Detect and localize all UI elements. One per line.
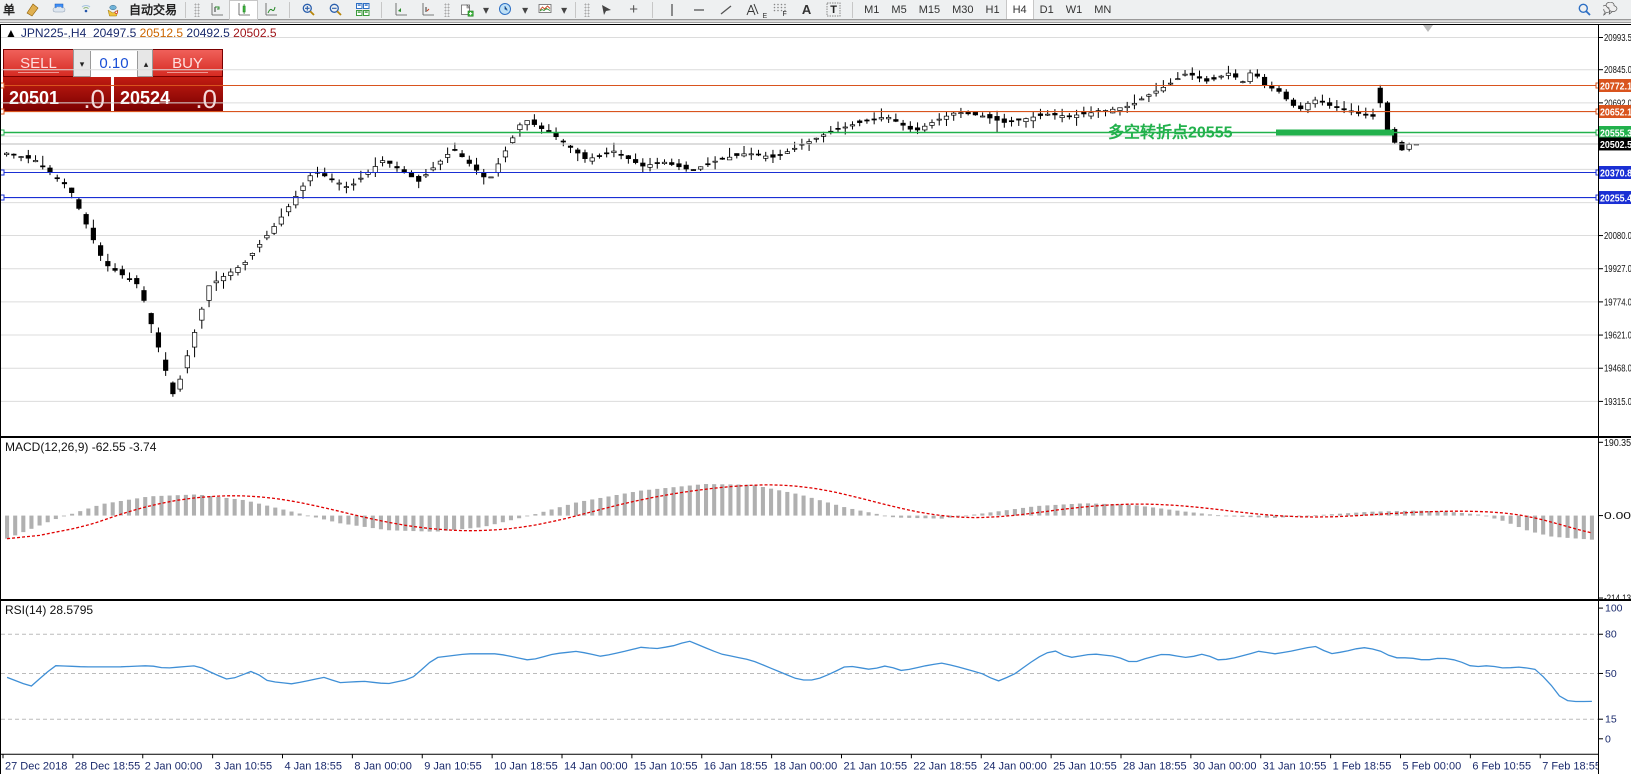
svg-text:2 Jan 00:00: 2 Jan 00:00 <box>145 760 203 772</box>
svg-text:20370.8: 20370.8 <box>1600 169 1631 180</box>
svg-text:RSI(14) 28.5795: RSI(14) 28.5795 <box>5 603 93 617</box>
svg-text:6 Feb 10:55: 6 Feb 10:55 <box>1472 760 1531 772</box>
svg-text:多空转折点20555: 多空转折点20555 <box>1108 123 1233 142</box>
svg-text:30 Jan 00:00: 30 Jan 00:00 <box>1193 760 1257 772</box>
svg-text:19315.0: 19315.0 <box>1604 397 1631 408</box>
svg-text:15 Jan 10:55: 15 Jan 10:55 <box>634 760 698 772</box>
svg-text:19621.0: 19621.0 <box>1604 331 1631 342</box>
svg-text:80: 80 <box>1605 629 1617 641</box>
svg-text:1 Feb 18:55: 1 Feb 18:55 <box>1333 760 1392 772</box>
svg-text:20772.1: 20772.1 <box>1600 81 1631 92</box>
svg-text:9 Jan 10:55: 9 Jan 10:55 <box>424 760 482 772</box>
svg-text:20502.5: 20502.5 <box>1600 140 1631 151</box>
svg-text:7 Feb 18:55: 7 Feb 18:55 <box>1542 760 1598 772</box>
svg-text:10 Jan 18:55: 10 Jan 18:55 <box>494 760 558 772</box>
svg-text:20845.0: 20845.0 <box>1604 65 1631 76</box>
svg-text:19927.0: 19927.0 <box>1604 264 1631 275</box>
svg-text:20080.0: 20080.0 <box>1604 231 1631 242</box>
svg-text:100: 100 <box>1605 603 1623 615</box>
svg-text:19774.0: 19774.0 <box>1604 297 1631 308</box>
svg-text:20652.1: 20652.1 <box>1600 108 1631 119</box>
svg-text:4 Jan 18:55: 4 Jan 18:55 <box>284 760 342 772</box>
svg-text:3 Jan 10:55: 3 Jan 10:55 <box>215 760 273 772</box>
svg-text:20993.5: 20993.5 <box>1604 33 1631 44</box>
svg-text:28 Dec 18:55: 28 Dec 18:55 <box>75 760 140 772</box>
svg-text:0.00: 0.00 <box>1604 511 1631 522</box>
svg-text:25 Jan 10:55: 25 Jan 10:55 <box>1053 760 1117 772</box>
svg-text:50: 50 <box>1605 668 1617 680</box>
svg-text:22 Jan 18:55: 22 Jan 18:55 <box>913 760 977 772</box>
svg-text:20255.4: 20255.4 <box>1600 194 1631 205</box>
svg-text:0: 0 <box>1605 733 1611 745</box>
svg-text:18 Jan 00:00: 18 Jan 00:00 <box>774 760 838 772</box>
svg-text:5 Feb 00:00: 5 Feb 00:00 <box>1402 760 1461 772</box>
svg-text:15: 15 <box>1605 714 1617 726</box>
svg-text:24 Jan 00:00: 24 Jan 00:00 <box>983 760 1047 772</box>
svg-text:21 Jan 10:55: 21 Jan 10:55 <box>843 760 907 772</box>
svg-text:16 Jan 18:55: 16 Jan 18:55 <box>704 760 768 772</box>
svg-text:MACD(12,26,9) -62.55 -3.74: MACD(12,26,9) -62.55 -3.74 <box>5 440 157 454</box>
svg-text:27 Dec 2018: 27 Dec 2018 <box>5 760 67 772</box>
svg-text:8 Jan 00:00: 8 Jan 00:00 <box>354 760 412 772</box>
svg-text:190.35: 190.35 <box>1604 438 1631 449</box>
svg-text:28 Jan 18:55: 28 Jan 18:55 <box>1123 760 1187 772</box>
svg-text:31 Jan 10:55: 31 Jan 10:55 <box>1263 760 1327 772</box>
svg-text:19468.0: 19468.0 <box>1604 364 1631 375</box>
svg-text:14 Jan 00:00: 14 Jan 00:00 <box>564 760 628 772</box>
